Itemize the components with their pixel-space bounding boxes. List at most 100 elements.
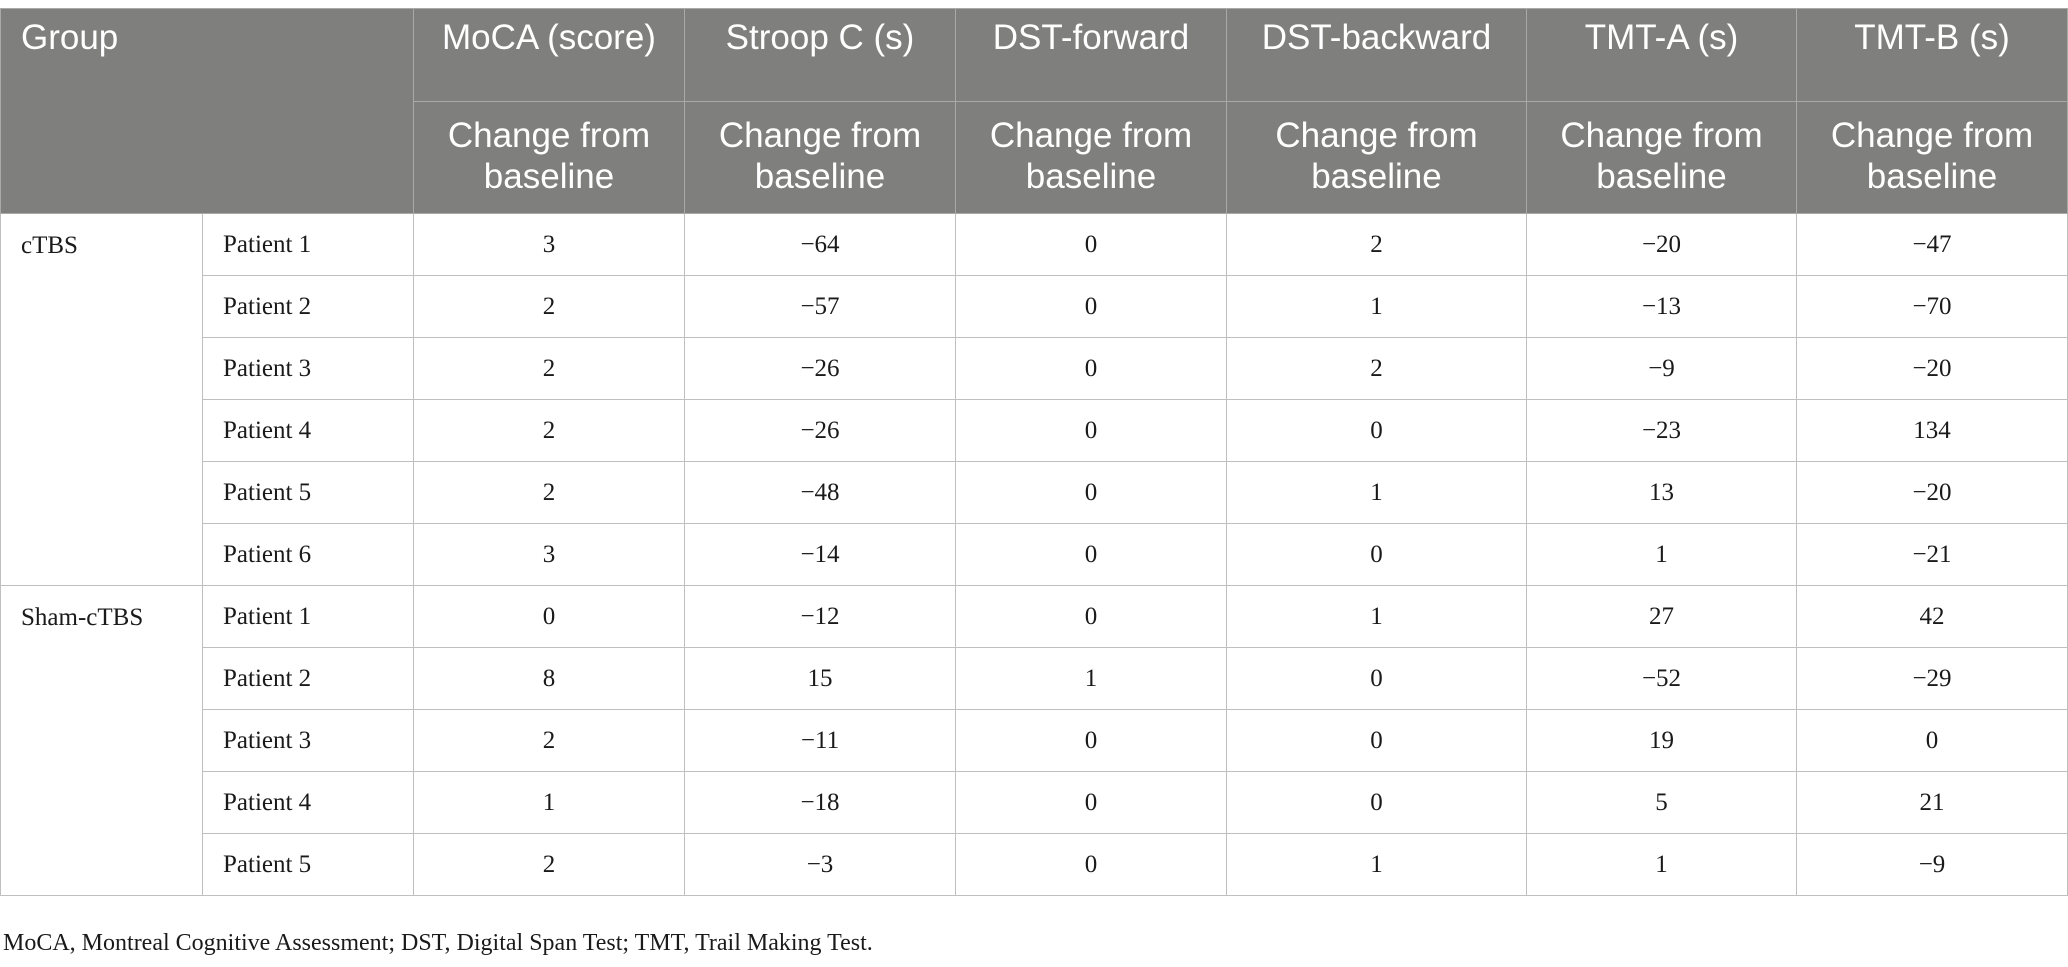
value-cell: −26 <box>684 399 956 462</box>
subheader-change: Change from baseline <box>1526 101 1797 214</box>
value-cell: −48 <box>684 461 956 524</box>
value-cell: −18 <box>684 771 956 834</box>
value-cell: −29 <box>1796 647 2068 710</box>
value-cell: −9 <box>1796 833 2068 896</box>
value-cell: 0 <box>1226 523 1527 586</box>
value-cell: −64 <box>684 213 956 276</box>
table-row: Patient 6 3 −14 0 0 1 −21 <box>1 523 2068 586</box>
table-row: Patient 4 1 −18 0 0 5 21 <box>1 771 2068 834</box>
value-cell: 0 <box>1226 771 1527 834</box>
value-cell: 1 <box>1226 461 1527 524</box>
value-cell: 0 <box>955 399 1227 462</box>
value-cell: 2 <box>413 275 685 338</box>
value-cell: 2 <box>413 709 685 772</box>
table-row: Patient 3 2 −11 0 0 19 0 <box>1 709 2068 772</box>
value-cell: −47 <box>1796 213 2068 276</box>
value-cell: 8 <box>413 647 685 710</box>
results-table: Group MoCA (score) Stroop C (s) DST-forw… <box>0 8 2068 896</box>
value-cell: 134 <box>1796 399 2068 462</box>
value-cell: 2 <box>413 461 685 524</box>
value-cell: −26 <box>684 337 956 400</box>
table-row: Sham-cTBS Patient 1 0 −12 0 1 27 42 <box>0 585 2068 896</box>
value-cell: 1 <box>1526 833 1797 896</box>
patient-label: Patient 5 <box>202 461 414 524</box>
value-cell: 1 <box>1226 585 1527 648</box>
value-cell: 1 <box>1226 275 1527 338</box>
value-cell: −12 <box>684 585 956 648</box>
group-label: Sham-cTBS <box>0 585 203 896</box>
group-label: cTBS <box>0 213 203 586</box>
value-cell: 2 <box>1226 213 1527 276</box>
patient-label: Patient 4 <box>202 771 414 834</box>
value-cell: −11 <box>684 709 956 772</box>
subheader-change: Change from baseline <box>413 101 685 214</box>
measure-header-dst-backward: DST-backward <box>1226 8 1527 102</box>
patient-label: Patient 5 <box>202 833 414 896</box>
table-row: Patient 5 2 −3 0 1 1 −9 <box>1 833 2068 896</box>
value-cell: 1 <box>413 771 685 834</box>
value-cell: −13 <box>1526 275 1797 338</box>
subheader-change: Change from baseline <box>1796 101 2068 214</box>
measure-header-stroop: Stroop C (s) <box>684 8 956 102</box>
patient-label: Patient 1 <box>202 585 414 648</box>
value-cell: 0 <box>955 771 1227 834</box>
value-cell: −3 <box>684 833 956 896</box>
value-cell: 3 <box>413 523 685 586</box>
header-row-measures: Group MoCA (score) Stroop C (s) DST-forw… <box>0 8 2068 214</box>
subheader-change: Change from baseline <box>1226 101 1527 214</box>
value-cell: 0 <box>955 213 1227 276</box>
value-cell: 1 <box>955 647 1227 710</box>
patient-label: Patient 3 <box>202 337 414 400</box>
value-cell: 0 <box>955 585 1227 648</box>
measure-header-dst-forward: DST-forward <box>955 8 1227 102</box>
value-cell: −23 <box>1526 399 1797 462</box>
header-row-subheaders: Change from baseline Change from baselin… <box>1 101 2068 214</box>
value-cell: −20 <box>1796 461 2068 524</box>
results-table-container: Group MoCA (score) Stroop C (s) DST-forw… <box>0 8 2068 896</box>
table-row: cTBS Patient 1 3 −64 0 2 −20 −47 <box>0 213 2068 586</box>
patient-label: Patient 1 <box>202 213 414 276</box>
value-cell: 1 <box>1526 523 1797 586</box>
value-cell: −9 <box>1526 337 1797 400</box>
measure-header-tmt-b: TMT-B (s) <box>1796 8 2068 102</box>
value-cell: −70 <box>1796 275 2068 338</box>
patient-label: Patient 6 <box>202 523 414 586</box>
table-body: cTBS Patient 1 3 −64 0 2 −20 −47 Patient 2 2 −57 0 1… <box>0 213 2068 896</box>
value-cell: 21 <box>1796 771 2068 834</box>
value-cell: −21 <box>1796 523 2068 586</box>
patient-label: Patient 2 <box>202 647 414 710</box>
value-cell: 15 <box>684 647 956 710</box>
value-cell: 2 <box>1226 337 1527 400</box>
table-row: Patient 2 2 −57 0 1 −13 −70 <box>1 275 2068 338</box>
value-cell: −57 <box>684 275 956 338</box>
value-cell: 27 <box>1526 585 1797 648</box>
value-cell: 1 <box>1226 833 1527 896</box>
value-cell: 0 <box>955 833 1227 896</box>
value-cell: −52 <box>1526 647 1797 710</box>
value-cell: 0 <box>1226 709 1527 772</box>
subheader-change: Change from baseline <box>684 101 956 214</box>
measure-header-tmt-a: TMT-A (s) <box>1526 8 1797 102</box>
value-cell: −20 <box>1796 337 2068 400</box>
table-row: Patient 2 8 15 1 0 −52 −29 <box>1 647 2068 710</box>
value-cell: 13 <box>1526 461 1797 524</box>
table-row: Patient 3 2 −26 0 2 −9 −20 <box>1 337 2068 400</box>
value-cell: 0 <box>1226 399 1527 462</box>
patient-label: Patient 2 <box>202 275 414 338</box>
table-footnote: MoCA, Montreal Cognitive Assessment; DST… <box>3 930 873 956</box>
value-cell: 2 <box>413 337 685 400</box>
value-cell: 0 <box>1226 647 1527 710</box>
value-cell: 0 <box>1796 709 2068 772</box>
measure-header-moca: MoCA (score) <box>413 8 685 102</box>
value-cell: 0 <box>955 275 1227 338</box>
value-cell: −14 <box>684 523 956 586</box>
value-cell: 0 <box>955 337 1227 400</box>
value-cell: 0 <box>955 523 1227 586</box>
value-cell: 19 <box>1526 709 1797 772</box>
value-cell: 42 <box>1796 585 2068 648</box>
subheader-change: Change from baseline <box>955 101 1227 214</box>
value-cell: 0 <box>413 585 685 648</box>
value-cell: 0 <box>955 709 1227 772</box>
value-cell: 2 <box>413 833 685 896</box>
group-column-header: Group <box>0 8 414 214</box>
